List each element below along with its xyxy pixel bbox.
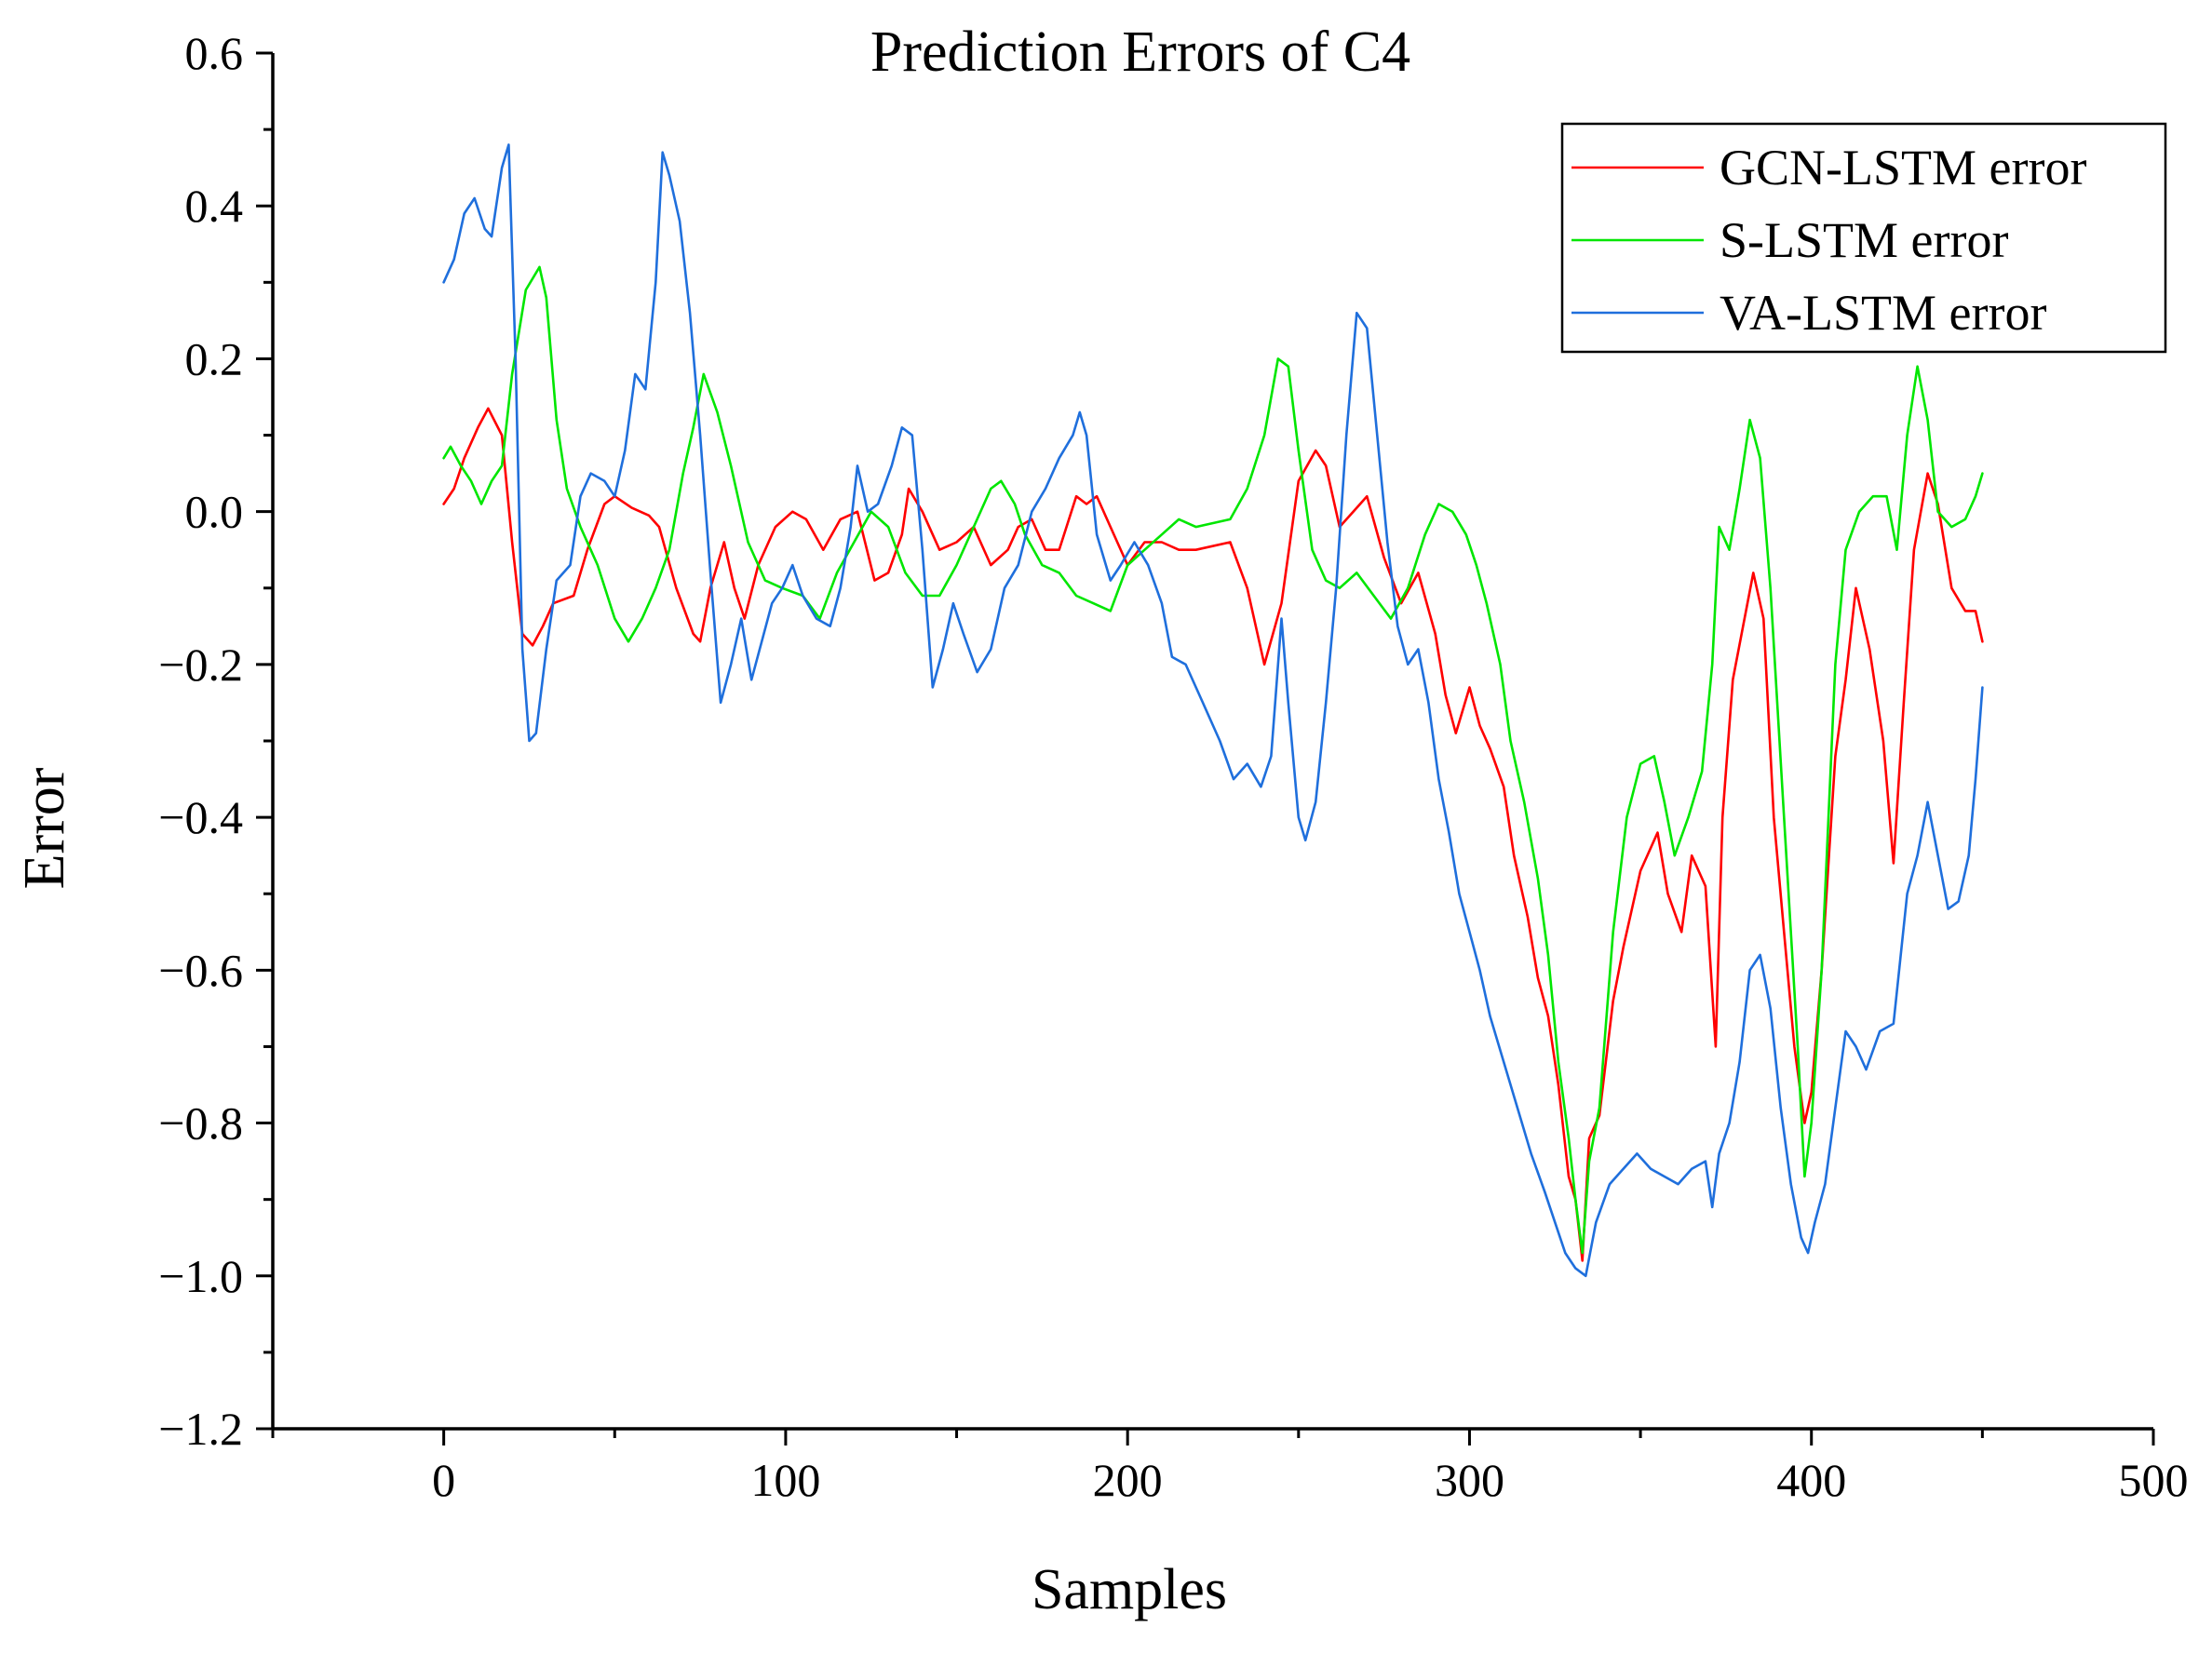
- x-tick-label: 500: [2119, 1454, 2189, 1506]
- x-tick-label: 200: [1093, 1454, 1163, 1506]
- legend-label-s-lstm: S-LSTM error: [1720, 212, 2008, 268]
- y-tick-label: −1.0: [158, 1250, 243, 1302]
- chart-title: Prediction Errors of C4: [870, 20, 1410, 84]
- y-tick-label: 0.0: [185, 486, 244, 538]
- plot-lines: [442, 143, 1984, 1278]
- x-tick-label: 0: [432, 1454, 455, 1506]
- legend-label-va-lstm: VA-LSTM error: [1720, 285, 2046, 341]
- x-tick-label: 300: [1435, 1454, 1504, 1506]
- series-line-s-lstm: [442, 265, 1984, 1255]
- series-line-gcn-lstm: [442, 407, 1984, 1262]
- y-tick-label: −0.8: [158, 1097, 243, 1150]
- y-axis-title: Error: [13, 767, 76, 889]
- x-tick-label: 400: [1776, 1454, 1846, 1506]
- y-tick-label: −0.4: [158, 791, 243, 843]
- y-ticks: 0.6 0.4 0.2 0.0 −0.2 −0.4 −0.6 −0.8 −1.0 −1.2: [158, 27, 273, 1455]
- x-tick-label: 100: [750, 1454, 820, 1506]
- y-tick-label: 0.2: [185, 332, 244, 384]
- legend-label-gcn-lstm: GCN-LSTM error: [1720, 140, 2086, 195]
- y-tick-label: −0.6: [158, 944, 243, 996]
- y-tick-label: −0.2: [158, 639, 243, 691]
- legend: GCN-LSTM error S-LSTM error VA-LSTM erro…: [1560, 122, 2167, 354]
- x-axis-title: Samples: [1032, 1558, 1227, 1621]
- series-line-va-lstm: [442, 143, 1984, 1278]
- y-tick-label: 0.4: [185, 180, 244, 232]
- y-tick-label: 0.6: [185, 27, 244, 79]
- y-tick-label: −1.2: [158, 1403, 243, 1455]
- x-ticks: 0 100 200 300 400 500: [271, 1429, 2189, 1506]
